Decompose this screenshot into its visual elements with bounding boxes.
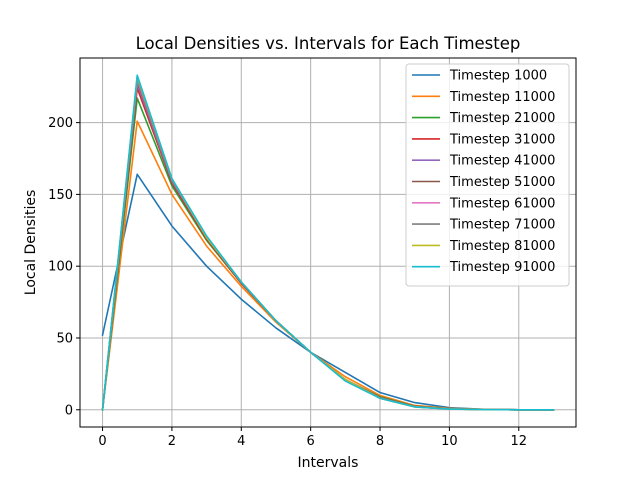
x-tick-label: 2 [168,434,176,449]
legend-label: Timestep 31000 [449,132,555,147]
chart-title: Local Densities vs. Intervals for Each T… [136,34,521,53]
y-tick-label: 150 [48,188,73,203]
legend-label: Timestep 91000 [449,260,555,275]
x-tick-label: 10 [441,434,458,449]
legend-label: Timestep 81000 [449,239,555,254]
legend-label: Timestep 21000 [449,111,555,126]
y-tick-label: 50 [56,331,73,346]
legend-label: Timestep 11000 [449,90,555,105]
plot-frame [79,57,577,428]
axis-ticks: 0 2 4 6 8 10 12 0 50 100 150 200 [48,116,527,449]
x-tick-label: 6 [307,434,315,449]
x-tick-label: 0 [98,434,106,449]
legend-box [405,63,570,287]
legend-label: Timestep 51000 [449,175,555,190]
series-layer [101,74,555,411]
legend-label: Timestep 71000 [449,218,555,233]
legend-label: Timestep 1000 [449,69,547,84]
y-tick-label: 200 [48,116,73,131]
x-tick-label: 4 [237,434,245,449]
legend: Timestep 1000 Timestep 11000 Timestep 2100… [405,63,570,287]
x-axis-label: Intervals [298,455,359,471]
series-line-timestep-91000 [101,74,555,411]
y-axis-label: Local Densities [23,190,39,295]
x-tick-label: 8 [376,434,384,449]
legend-label: Timestep 41000 [449,154,555,169]
y-tick-label: 100 [48,260,73,275]
y-tick-label: 0 [65,403,73,418]
x-tick-label: 12 [510,434,527,449]
legend-label: Timestep 61000 [449,196,555,211]
